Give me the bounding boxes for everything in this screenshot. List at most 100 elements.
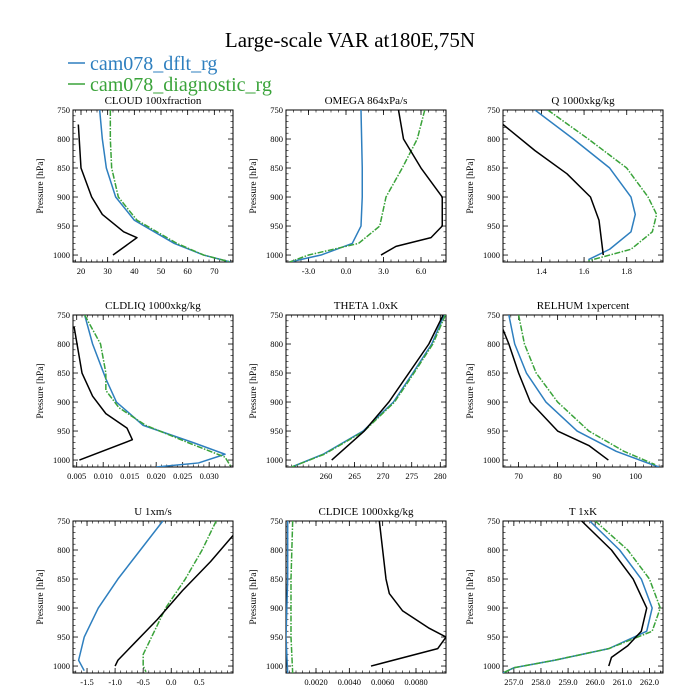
x-tick-label: 260.0	[586, 677, 605, 687]
x-tick-label: 0.0040	[338, 677, 361, 687]
y-tick-label: 950	[487, 426, 500, 436]
x-tick-label: 270	[377, 471, 390, 481]
x-tick-label: 30	[103, 266, 112, 276]
x-tick-label: 260	[320, 471, 333, 481]
y-tick-label: 850	[487, 574, 500, 584]
series-line-reference	[73, 326, 134, 461]
y-axis-label: Pressure [hPa]	[36, 158, 46, 213]
y-tick-label: 750	[270, 516, 283, 526]
series-line-dflt	[83, 315, 226, 467]
y-axis-label: Pressure [hPa]	[249, 158, 259, 213]
series-line-dflt	[98, 110, 231, 262]
panel-7: CLDICE 1000xkg/kg Pressure [hPa] 750 800 850…	[249, 506, 447, 687]
y-tick-label: 1000	[266, 661, 283, 671]
series-line-diagnostic	[291, 315, 446, 467]
y-tick-label: 1000	[483, 661, 500, 671]
x-tick-label: 275	[405, 471, 418, 481]
series-line-dflt	[77, 521, 164, 672]
series-line-dflt	[289, 110, 363, 262]
series-line-reference	[77, 124, 138, 256]
series-line-dflt	[503, 521, 653, 673]
panel-4: THETA 1.0xK Pressure [hPa] 750 800 850 900 950…	[249, 300, 447, 481]
y-axis-label: Pressure [hPa]	[249, 363, 259, 418]
x-tick-label: 40	[130, 266, 139, 276]
panel-0: CLOUD 100xfraction Pressure [hPa] 750 800 85…	[36, 95, 234, 276]
x-tick-label: 60	[183, 266, 192, 276]
series-group	[503, 315, 660, 467]
plot-frame	[285, 520, 447, 674]
panel-6: U 1xm/s Pressure [hPa] 750 800 850 900 950 1000…	[36, 506, 234, 687]
legend-label-diagnostic: cam078_diagnostic_rg	[90, 74, 272, 96]
x-tick-label: 280	[434, 471, 447, 481]
series-group	[291, 315, 446, 467]
panel-title: RELHUM 1xpercent	[537, 300, 630, 312]
y-tick-label: 900	[270, 397, 283, 407]
plot-frame	[502, 520, 664, 674]
y-axis-label: Pressure [hPa]	[466, 569, 476, 624]
series-line-reference	[503, 123, 605, 256]
y-tick-label: 900	[487, 397, 500, 407]
y-axis-label: Pressure [hPa]	[36, 569, 46, 624]
x-tick-label: 0.0060	[371, 677, 394, 687]
y-tick-label: 900	[57, 397, 70, 407]
panel-5: RELHUM 1xpercent Pressure [hPa] 750 800 850 9…	[466, 300, 664, 481]
y-tick-label: 900	[487, 603, 500, 613]
series-line-diagnostic	[84, 315, 231, 467]
y-tick-label: 950	[487, 632, 500, 642]
y-tick-label: 1000	[266, 250, 283, 260]
series-group	[286, 521, 446, 673]
series-line-dflt	[291, 315, 445, 467]
series-group	[77, 110, 231, 262]
x-tick-label: 50	[157, 266, 166, 276]
y-tick-label: 800	[487, 339, 500, 349]
panel-title: OMEGA 864xPa/s	[325, 95, 408, 107]
plot-frame	[502, 314, 664, 468]
y-tick-label: 750	[57, 516, 70, 526]
x-tick-label: 258.0	[531, 677, 550, 687]
y-tick-label: 850	[270, 574, 283, 584]
y-tick-label: 850	[57, 574, 70, 584]
x-tick-label: 0.0080	[404, 677, 427, 687]
y-tick-label: 950	[270, 632, 283, 642]
y-tick-label: 900	[270, 603, 283, 613]
y-tick-label: 900	[487, 192, 500, 202]
series-line-reference	[380, 110, 443, 256]
series-line-dflt	[286, 521, 289, 673]
panel-3: CLDLIQ 1000xkg/kg Pressure [hPa] 750 800 850…	[36, 300, 234, 481]
x-tick-label: -1.0	[108, 677, 121, 687]
panel-title: Q 1000xkg/kg	[551, 95, 615, 107]
x-tick-label: 70	[514, 471, 523, 481]
series-line-dflt	[508, 315, 660, 467]
y-tick-label: 900	[270, 192, 283, 202]
series-line-diagnostic	[517, 315, 656, 466]
x-tick-label: -0.5	[136, 677, 149, 687]
y-tick-label: 800	[57, 545, 70, 555]
x-tick-label: 90	[592, 471, 601, 481]
x-tick-label: 265	[348, 471, 361, 481]
panel-title: U 1xm/s	[134, 506, 172, 518]
x-tick-label: -3.0	[302, 266, 315, 276]
plot-frame	[72, 520, 234, 674]
y-tick-label: 750	[270, 310, 283, 320]
y-tick-label: 750	[270, 105, 283, 115]
series-group	[503, 110, 658, 262]
y-axis-label: Pressure [hPa]	[466, 363, 476, 418]
panel-title: THETA 1.0xK	[334, 300, 399, 312]
plot-frame	[285, 109, 447, 263]
series-line-diagnostic	[142, 521, 217, 673]
x-tick-label: 0.0020	[304, 677, 327, 687]
series-line-diagnostic	[109, 110, 231, 262]
y-tick-label: 850	[487, 163, 500, 173]
series-group	[503, 521, 662, 673]
plot-frame	[285, 314, 447, 468]
y-tick-label: 800	[487, 134, 500, 144]
y-tick-label: 800	[270, 134, 283, 144]
y-tick-label: 1000	[483, 250, 500, 260]
x-tick-label: 0.0	[341, 266, 352, 276]
x-tick-label: 259.0	[559, 677, 578, 687]
x-tick-label: 1.8	[621, 266, 632, 276]
series-line-reference	[114, 535, 233, 667]
panel-title: T 1xK	[569, 506, 597, 518]
series-line-reference	[331, 315, 444, 461]
plot-frame	[72, 109, 234, 263]
